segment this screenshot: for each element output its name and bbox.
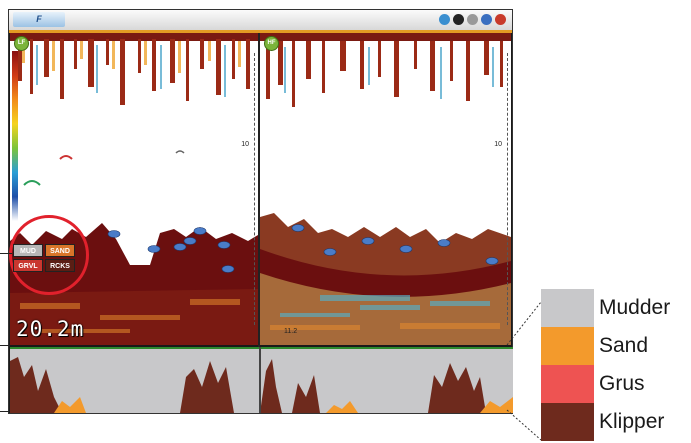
legend-item-grus: Grus (541, 365, 691, 403)
legend-swatch (541, 327, 594, 365)
globe-icon[interactable] (439, 14, 450, 25)
lf-depth-tick: 10 (241, 141, 249, 148)
legend-swatch (541, 365, 594, 403)
hf-echogram-pane[interactable]: HF 10 11.2 (260, 33, 511, 345)
echo-sounder-window: F (8, 9, 513, 414)
legend-swatch (541, 403, 594, 441)
hf-depth-readout: 11.2 (284, 328, 298, 335)
info-icon[interactable] (481, 14, 492, 25)
bottom-type-sand[interactable]: SAND (45, 244, 75, 257)
lf-frequency-badge: LF (14, 36, 29, 51)
legend-item-sand: Sand (541, 327, 691, 365)
depth-scale-hf (507, 53, 508, 325)
bottom-type-mud[interactable]: MUD (13, 244, 43, 257)
toolbar-icons (439, 14, 506, 26)
legend-callout-lines (506, 301, 542, 441)
hf-frequency-badge: HF (264, 36, 279, 51)
legend-label: Mudder (599, 296, 671, 319)
bottom-type-selector[interactable]: MUD SAND GRVL RCKS (13, 244, 76, 273)
callout-line-strip-bottom (0, 411, 10, 412)
bottom-classification-chart (10, 347, 513, 413)
brand-logo: F (13, 12, 65, 27)
legend-item-klipper: Klipper (541, 403, 691, 441)
legend-label: Klipper (599, 410, 665, 433)
lf-echogram (10, 33, 258, 345)
bottom-classification-strip (10, 347, 513, 413)
hf-depth-tick: 10 (494, 141, 502, 148)
title-bar: F (9, 10, 512, 33)
hf-echogram (260, 33, 511, 345)
gear-icon[interactable] (453, 14, 464, 25)
home-icon[interactable] (495, 14, 506, 25)
color-scale-bar (12, 51, 18, 221)
legend-label: Grus (599, 372, 645, 395)
highlight-circle (9, 215, 89, 295)
legend-item-mudder: Mudder (541, 289, 691, 327)
depth-readout: 20.2m (16, 317, 85, 341)
callout-line-strip-top (0, 345, 10, 346)
pane-divider (258, 33, 260, 347)
bottom-type-gravel[interactable]: GRVL (13, 259, 43, 272)
depth-scale (254, 53, 255, 325)
lf-echogram-pane[interactable]: LF 10 20.2m (10, 33, 258, 345)
signal-icon[interactable] (467, 14, 478, 25)
bottom-type-rocks[interactable]: RCKS (45, 259, 75, 272)
legend-label: Sand (599, 334, 649, 357)
legend-swatch (541, 289, 594, 327)
brand-logo-text: F (36, 14, 42, 24)
callout-line-left (0, 253, 12, 254)
